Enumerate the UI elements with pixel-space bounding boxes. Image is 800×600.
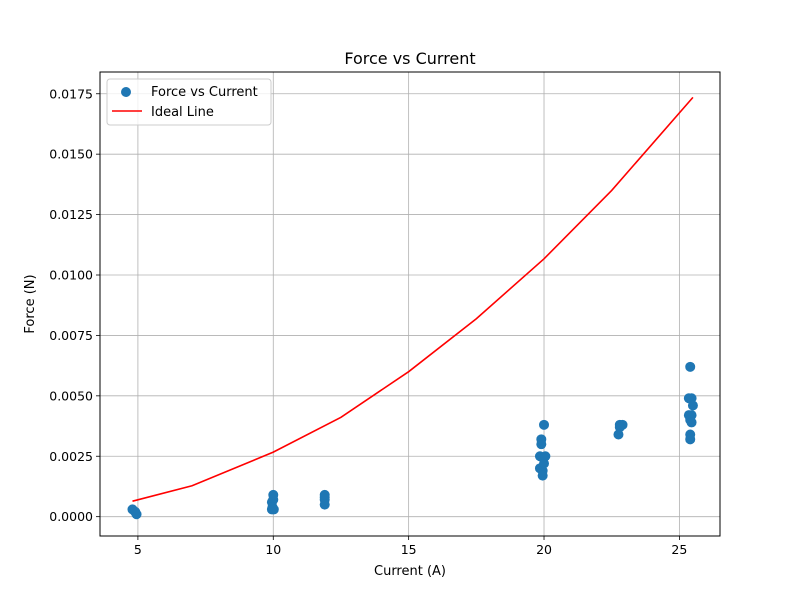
y-axis-ticks: 0.0000 0.0025 0.0050 0.0075 0.0100 0.0125 0.01…: [49, 86, 100, 524]
y-tick-label: 0.0025: [49, 449, 93, 464]
scatter-point: [687, 400, 698, 411]
x-axis-label: Current (A): [374, 564, 446, 579]
x-tick-label: 5: [134, 542, 142, 557]
legend-label-force-vs-current: Force vs Current: [151, 85, 258, 100]
scatter-point: [685, 434, 696, 445]
ideal-line-path: [132, 96, 694, 502]
legend-scatter-marker: [121, 87, 131, 97]
y-tick-label: 0.0150: [49, 147, 93, 162]
scatter-point: [537, 470, 548, 481]
y-tick-label: 0.0100: [49, 268, 93, 283]
y-tick-label: 0.0125: [49, 207, 93, 222]
scatter-point: [319, 489, 330, 500]
scatter-point: [540, 451, 551, 462]
y-tick-label: 0.0075: [49, 328, 93, 343]
scatter-point: [268, 504, 279, 515]
x-tick-label: 20: [536, 542, 552, 557]
y-tick-label: 0.0175: [49, 86, 93, 101]
legend: Force vs Current Ideal Line: [106, 78, 272, 126]
x-tick-label: 10: [265, 542, 281, 557]
scatter-point: [268, 489, 279, 500]
ideal-line-series: [132, 96, 694, 502]
legend-box: [106, 78, 272, 126]
scatter-point: [686, 417, 697, 428]
y-axis-label: Force (N): [23, 274, 38, 333]
legend-label-ideal-line: Ideal Line: [151, 105, 214, 120]
scatter-point: [539, 419, 550, 430]
force-vs-current-series: [127, 361, 698, 520]
scatter-point: [613, 429, 624, 440]
x-tick-label: 15: [401, 542, 417, 557]
scatter-point: [685, 361, 696, 372]
scatter-point: [536, 434, 547, 445]
x-axis-ticks: 5 10 15 20 25: [134, 536, 687, 557]
y-tick-label: 0.0000: [49, 509, 93, 524]
y-tick-label: 0.0050: [49, 388, 93, 403]
chart-title: Force vs Current: [344, 49, 475, 68]
scatter-point: [131, 509, 142, 520]
x-tick-label: 25: [671, 542, 687, 557]
grid-lines: [100, 72, 720, 536]
plot-frame: [99, 71, 721, 537]
